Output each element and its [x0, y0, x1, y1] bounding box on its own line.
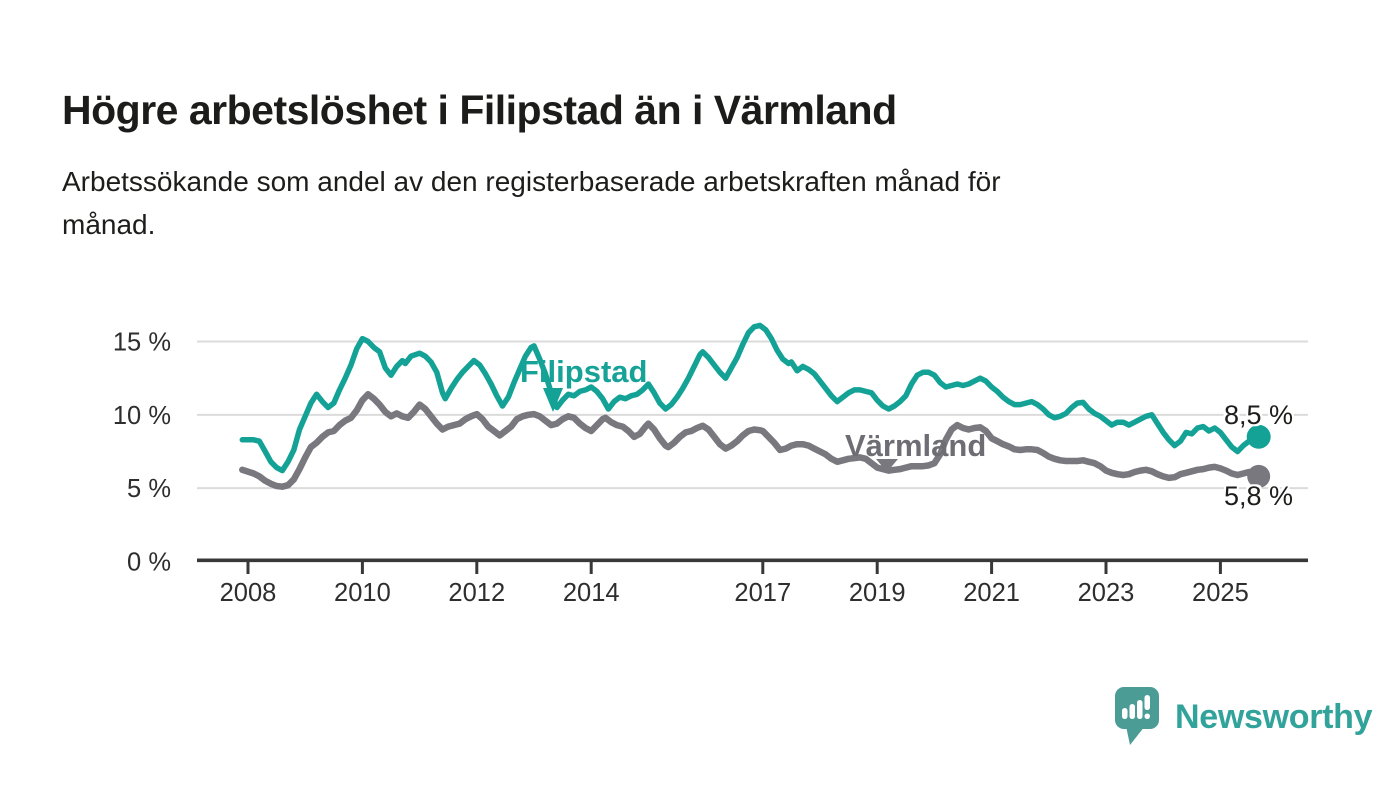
varmland-down-arrow-icon: [876, 459, 898, 472]
varmland-latest-value: 5,8 %: [1224, 481, 1294, 511]
series-label-filipstad: Filipstad: [520, 354, 648, 389]
x-tick-label-2008: 2008: [220, 579, 277, 607]
x-tick-label-2019: 2019: [849, 579, 906, 607]
x-tick-label-2023: 2023: [1078, 579, 1135, 607]
subtitle-line-1: Arbetssökande som andel av den registerb…: [62, 166, 1001, 197]
page-subtitle: Arbetssökande som andel av den registerb…: [62, 160, 1001, 246]
newsworthy-brand-text: Newsworthy: [1175, 697, 1373, 736]
x-tick-label-2014: 2014: [563, 579, 620, 607]
newsworthy-logo-icon: [1115, 687, 1159, 745]
x-tick-label-2021: 2021: [963, 579, 1020, 607]
x-tick-label-2010: 2010: [334, 579, 391, 607]
x-tick-label-2017: 2017: [734, 579, 791, 607]
x-tick-label-2012: 2012: [448, 579, 505, 607]
y-tick-label-0: 0 %: [127, 549, 171, 577]
series-line-filipstad: [239, 322, 1262, 474]
series-label-varmland: Värmland: [845, 428, 987, 463]
y-tick-label-15: 15 %: [113, 328, 171, 356]
page-title: Högre arbetslöshet i Filipstad än i Värm…: [62, 87, 897, 134]
y-tick-label-10: 10 %: [113, 402, 171, 430]
end-dot-värmland: [1247, 464, 1271, 488]
filipstad-latest-value: 8,5 %: [1224, 400, 1294, 430]
subtitle-line-2: månad.: [62, 209, 156, 240]
end-dot-filipstad: [1246, 424, 1271, 449]
y-tick-label-5: 5 %: [127, 475, 171, 503]
x-tick-label-2025: 2025: [1192, 579, 1249, 607]
filipstad-down-arrow-icon: [543, 388, 563, 412]
newsworthy-brand: Newsworthy: [1114, 686, 1373, 748]
series-line-värmland: [239, 391, 1262, 490]
